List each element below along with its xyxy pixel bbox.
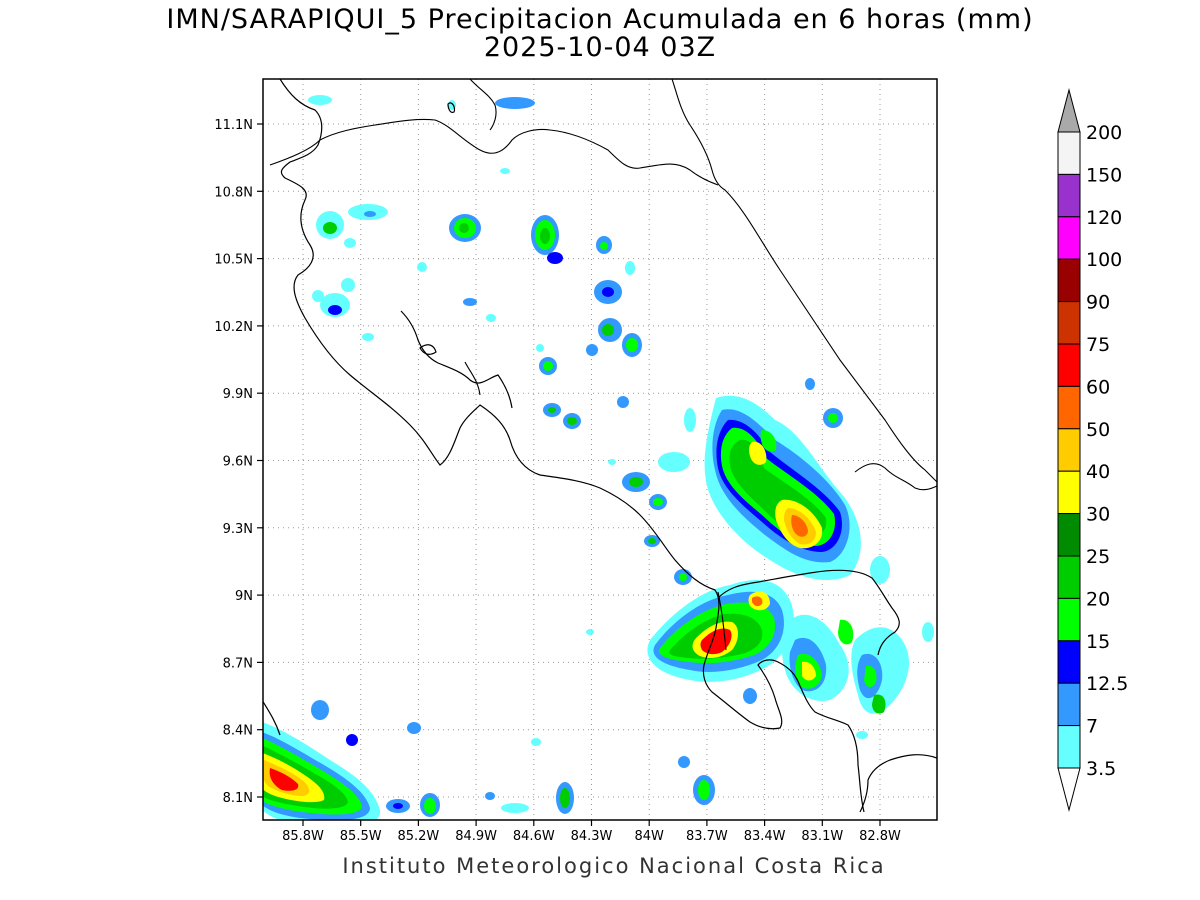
colorbar-legend: 200 150 120 100 90 75 60 50 40 30 25 20 15 12.5 7 3.5 (1057, 88, 1128, 812)
legend-level-label: 60 (1086, 376, 1110, 398)
legend-swatch (1057, 385, 1081, 430)
lat-tick-label: 9.3N (223, 522, 253, 537)
lat-tick-label: 9.9N (223, 387, 253, 402)
legend-level-label: 25 (1086, 546, 1110, 568)
precip-cells-scattered (308, 95, 934, 817)
lat-tick-label: 8.7N (223, 656, 253, 671)
precip-cell-southeast (704, 395, 861, 580)
legend-swatch (1057, 258, 1081, 303)
legend-swatch (1057, 470, 1081, 515)
legend-swatch (1057, 682, 1081, 727)
lon-tick-label: 84.9W (455, 829, 497, 844)
lat-tick-label: 8.4N (223, 724, 253, 739)
precip-cell-southwest (263, 722, 381, 820)
lon-tick-label: 85.8W (282, 829, 324, 844)
legend-top-arrow (1057, 88, 1081, 133)
lat-tick-label: 10.5N (214, 253, 253, 268)
latitude-axis: 11.1N 10.8N 10.5N 10.2N 9.9N 9.6N 9.3N 9N 8.7N 8.… (214, 118, 263, 806)
lon-tick-label: 85.5W (340, 829, 382, 844)
legend-swatch (1057, 597, 1081, 642)
lon-tick-label: 85.2W (397, 829, 439, 844)
legend-swatch (1057, 343, 1081, 387)
country-borders (269, 79, 937, 651)
lon-tick-label: 83.1W (801, 829, 843, 844)
precip-cell-south (647, 580, 794, 682)
map-subtitle-date: 2025-10-04 03Z (483, 32, 717, 63)
lon-tick-label: 84.3W (571, 829, 613, 844)
legend-level-label: 90 (1086, 292, 1110, 314)
lon-tick-label: 82.8W (859, 829, 901, 844)
map-grid (263, 79, 937, 820)
lon-tick-label: 83.7W (686, 829, 728, 844)
legend-swatch (1057, 555, 1081, 599)
legend-swatch (1057, 131, 1081, 175)
legend-level-label: 50 (1086, 419, 1110, 441)
legend-level-label: 3.5 (1086, 758, 1116, 780)
longitude-axis: 85.8W 85.5W 85.2W 84.9W 84.6W 84.3W 84W 83.7W 83… (282, 820, 901, 844)
map-title: IMN/SARAPIQUI_5 Precipitacion Acumulada … (166, 4, 1034, 35)
legend-swatch (1057, 173, 1081, 218)
legend-level-label: 15 (1086, 631, 1110, 653)
legend-level-label: 150 (1086, 164, 1122, 186)
legend-swatch (1057, 301, 1081, 345)
legend-level-label: 20 (1086, 588, 1110, 610)
legend-level-label: 200 (1086, 122, 1122, 144)
legend-swatch (1057, 640, 1081, 684)
legend-swatch (1057, 428, 1081, 472)
legend-swatch (1057, 216, 1081, 260)
legend-level-label: 7 (1086, 716, 1098, 738)
legend-level-label: 12.5 (1086, 673, 1128, 695)
lat-tick-label: 10.8N (214, 185, 253, 200)
lat-tick-label: 8.1N (223, 791, 253, 806)
lon-tick-label: 84W (634, 829, 664, 844)
precip-cell-coast (781, 614, 910, 714)
legend-level-label: 120 (1086, 207, 1122, 229)
lon-tick-label: 84.6W (513, 829, 555, 844)
legend-level-label: 30 (1086, 504, 1110, 526)
precip-field (263, 95, 934, 820)
legend-bottom-arrow (1057, 767, 1081, 812)
lat-tick-label: 10.2N (214, 320, 253, 335)
legend-level-label: 100 (1086, 249, 1122, 271)
coastline-borders (263, 79, 937, 813)
lon-tick-label: 83.4W (744, 829, 786, 844)
legend-level-label: 40 (1086, 461, 1110, 483)
lat-tick-label: 9N (235, 589, 253, 604)
legend-swatch (1057, 725, 1081, 769)
footer-credit: Instituto Meteorologico Nacional Costa R… (342, 854, 886, 878)
legend-level-label: 75 (1086, 334, 1110, 356)
lat-tick-label: 11.1N (214, 118, 253, 133)
lat-tick-label: 9.6N (223, 455, 253, 470)
plot-frame (262, 78, 938, 821)
legend-swatch (1057, 513, 1081, 557)
